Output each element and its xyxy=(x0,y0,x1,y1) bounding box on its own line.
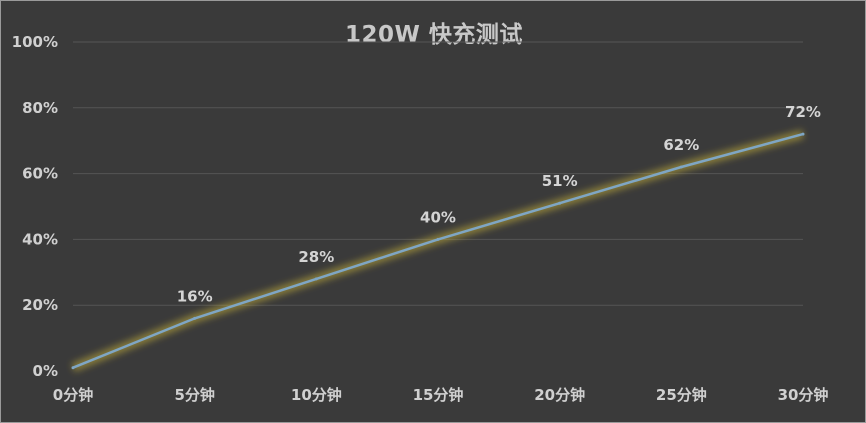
data-label: 40% xyxy=(420,208,456,226)
x-tick-label: 0分钟 xyxy=(53,386,93,404)
y-tick-label: 0% xyxy=(33,362,58,380)
x-axis-ticks: 0分钟 5分钟 10分钟 15分钟 20分钟 25分钟 30分钟 xyxy=(53,386,829,404)
x-tick-label: 25分钟 xyxy=(656,386,707,404)
x-tick-label: 5分钟 xyxy=(174,386,214,404)
y-tick-label: 80% xyxy=(22,99,58,117)
data-point xyxy=(71,366,75,370)
series-line-glow xyxy=(71,129,805,372)
chart-title: 120W 快充测试 xyxy=(345,22,523,48)
data-point xyxy=(558,201,562,205)
x-tick-label: 30分钟 xyxy=(778,386,829,404)
data-label: 72% xyxy=(785,103,821,121)
y-tick-label: 60% xyxy=(22,165,58,183)
y-axis-ticks: 0% 20% 40% 60% 80% 100% xyxy=(12,33,58,380)
data-point xyxy=(801,132,805,136)
series-line xyxy=(72,132,804,369)
y-tick-label: 100% xyxy=(12,33,58,51)
data-label: 51% xyxy=(542,172,578,190)
x-tick-label: 10分钟 xyxy=(291,386,342,404)
data-point xyxy=(193,316,197,320)
x-tick-label: 20分钟 xyxy=(534,386,585,404)
gridlines xyxy=(73,41,803,306)
data-label: 16% xyxy=(177,287,213,305)
data-label: 28% xyxy=(298,248,334,266)
series-lines xyxy=(71,129,805,372)
y-tick-label: 20% xyxy=(22,296,58,314)
data-point xyxy=(679,165,683,169)
x-tick-label: 15分钟 xyxy=(413,386,464,404)
data-point xyxy=(436,237,440,241)
data-label: 62% xyxy=(663,136,699,154)
data-point xyxy=(314,277,318,281)
y-tick-label: 40% xyxy=(22,230,58,248)
data-labels: 16% 28% 40% 51% 62% 72% xyxy=(177,103,821,305)
